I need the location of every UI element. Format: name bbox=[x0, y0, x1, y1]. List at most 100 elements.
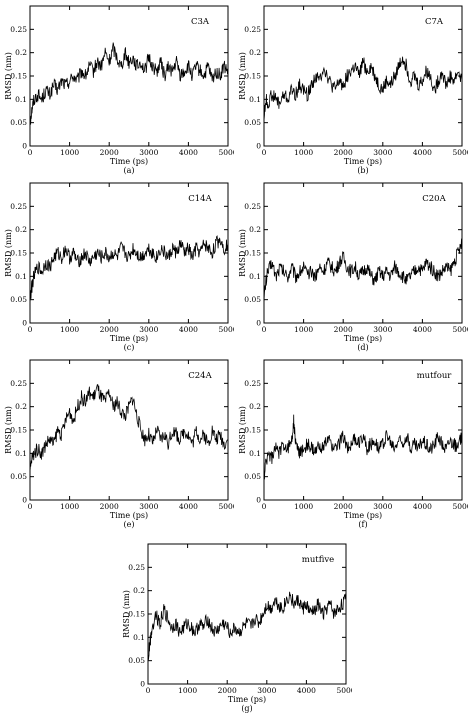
plot-frame bbox=[263, 359, 463, 501]
chart-title: C3A bbox=[191, 17, 210, 27]
rmsd-series-line bbox=[29, 384, 229, 470]
x-tick-label: 4000 bbox=[179, 148, 198, 157]
y-axis-label: RMSD (nm) bbox=[238, 229, 247, 277]
y-tick-label: 0.05 bbox=[244, 472, 261, 481]
x-tick-label: 4000 bbox=[297, 686, 316, 695]
y-tick-label: 0.2 bbox=[15, 48, 27, 57]
x-tick-label: 0 bbox=[28, 148, 33, 157]
x-tick-label: 2000 bbox=[218, 686, 237, 695]
x-tick-label: 0 bbox=[262, 502, 267, 511]
y-tick-label: 0.2 bbox=[249, 402, 261, 411]
x-axis-label: Time (ps) bbox=[110, 157, 148, 166]
x-tick-label: 3000 bbox=[373, 325, 392, 334]
x-tick-label: 0 bbox=[262, 148, 267, 157]
x-tick-label: 0 bbox=[146, 686, 151, 695]
y-tick-label: 0.15 bbox=[10, 426, 27, 435]
x-axis-label: Time (ps) bbox=[344, 334, 382, 343]
x-tick-label: 3000 bbox=[373, 148, 392, 157]
y-tick-label: 0.25 bbox=[128, 563, 145, 572]
x-tick-label: 2000 bbox=[100, 502, 119, 511]
y-tick-label: 0.1 bbox=[249, 95, 261, 104]
x-tick-label: 1000 bbox=[294, 502, 313, 511]
y-tick-label: 0.15 bbox=[10, 72, 27, 81]
rmsd-series-line bbox=[29, 235, 229, 305]
panel-caption: (f) bbox=[358, 520, 367, 529]
y-tick-label: 0.05 bbox=[128, 656, 145, 665]
rmsd-series-line bbox=[147, 591, 347, 660]
y-tick-label: 0.25 bbox=[244, 379, 261, 388]
panel-caption: (a) bbox=[123, 166, 134, 175]
plot-frame bbox=[147, 543, 347, 685]
x-tick-label: 3000 bbox=[257, 686, 276, 695]
chart-title: mutfour bbox=[417, 371, 453, 381]
y-tick-label: 0.1 bbox=[15, 95, 27, 104]
y-tick-label: 0.25 bbox=[244, 25, 261, 34]
y-tick-label: 0.2 bbox=[249, 225, 261, 234]
y-tick-label: 0.25 bbox=[10, 379, 27, 388]
y-tick-label: 0.25 bbox=[10, 202, 27, 211]
x-tick-label: 0 bbox=[28, 502, 33, 511]
y-tick-label: 0.2 bbox=[249, 48, 261, 57]
y-tick-label: 0.05 bbox=[10, 118, 27, 127]
y-tick-label: 0.2 bbox=[15, 402, 27, 411]
rmsd-series-line bbox=[29, 42, 229, 125]
y-tick-label: 0.05 bbox=[244, 295, 261, 304]
y-tick-label: 0.05 bbox=[10, 472, 27, 481]
x-tick-label: 4000 bbox=[179, 325, 198, 334]
y-tick-label: 0.15 bbox=[244, 72, 261, 81]
y-axis-label: RMSD (nm) bbox=[122, 590, 131, 638]
x-axis-label: Time (ps) bbox=[344, 157, 382, 166]
x-tick-label: 2000 bbox=[334, 502, 353, 511]
y-tick-label: 0.1 bbox=[133, 633, 145, 642]
panel-caption: (e) bbox=[124, 520, 135, 529]
x-axis-label: Time (ps) bbox=[110, 334, 148, 343]
y-tick-label: 0.1 bbox=[15, 272, 27, 281]
panel-caption: (d) bbox=[357, 343, 368, 352]
y-tick-label: 0.25 bbox=[10, 25, 27, 34]
y-tick-label: 0 bbox=[256, 142, 261, 151]
x-tick-label: 1000 bbox=[60, 148, 79, 157]
y-tick-label: 0 bbox=[256, 496, 261, 505]
x-axis-label: Time (ps) bbox=[344, 511, 382, 520]
rmsd-series-line bbox=[263, 56, 463, 122]
x-tick-label: 4000 bbox=[179, 502, 198, 511]
y-tick-label: 0 bbox=[22, 496, 27, 505]
y-tick-label: 0.15 bbox=[244, 249, 261, 258]
y-tick-label: 0.1 bbox=[249, 449, 261, 458]
plot-frame bbox=[263, 182, 463, 324]
y-tick-label: 0 bbox=[22, 142, 27, 151]
x-axis-label: Time (ps) bbox=[110, 511, 148, 520]
x-tick-label: 2000 bbox=[100, 148, 119, 157]
x-tick-label: 1000 bbox=[60, 325, 79, 334]
y-tick-label: 0.1 bbox=[249, 272, 261, 281]
y-axis-label: RMSD (nm) bbox=[238, 406, 247, 454]
plot-frame bbox=[29, 5, 229, 147]
chart-title: C20A bbox=[422, 194, 446, 204]
chart-title: mutfive bbox=[302, 555, 334, 565]
x-axis-label: Time (ps) bbox=[228, 695, 266, 704]
y-tick-label: 0 bbox=[22, 319, 27, 328]
x-tick-label: 1000 bbox=[60, 502, 79, 511]
y-tick-label: 0.15 bbox=[10, 249, 27, 258]
chart-title: C14A bbox=[188, 194, 212, 204]
x-tick-label: 3000 bbox=[139, 502, 158, 511]
y-axis-label: RMSD (nm) bbox=[4, 229, 13, 277]
y-tick-label: 0.2 bbox=[15, 225, 27, 234]
x-tick-label: 2000 bbox=[334, 325, 353, 334]
x-tick-label: 0 bbox=[262, 325, 267, 334]
y-tick-label: 0.1 bbox=[15, 449, 27, 458]
x-tick-label: 2000 bbox=[334, 148, 353, 157]
y-tick-label: 0.2 bbox=[133, 586, 145, 595]
